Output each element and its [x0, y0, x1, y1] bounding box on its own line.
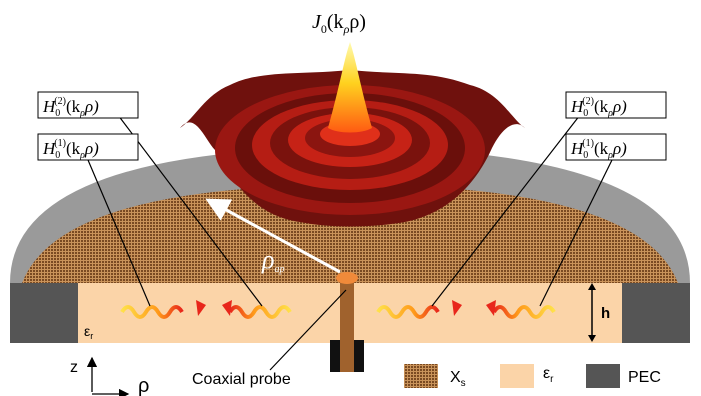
legend-label-substrate: εr — [543, 365, 554, 385]
wave-outgoing-right — [376, 300, 462, 319]
svg-text:H0(2)(kρρ): H0(2)(kρρ) — [570, 96, 627, 119]
legend-label-pec: PEC — [628, 369, 661, 386]
bessel-label: J0(kρρ) — [312, 11, 366, 36]
metasurface-dome — [22, 185, 678, 283]
wave-incoming-right — [486, 300, 556, 319]
legend-swatch-metasurface — [404, 364, 438, 388]
leader-lines — [87, 114, 613, 371]
hankel-label-right-2: H0(2)(kρρ) — [565, 91, 667, 119]
svg-text:H0(2)(kρρ): H0(2)(kρρ) — [42, 96, 99, 119]
wave-outgoing-left — [120, 300, 206, 319]
substrate-label: εr — [84, 323, 93, 341]
hankel-label-right-1: H0(1)(kρρ) — [565, 133, 667, 161]
coordinate-axes: z ρ — [70, 356, 149, 396]
bessel-field-surface — [180, 42, 525, 227]
legend: Xs εr PEC — [404, 364, 661, 389]
svg-text:H0(1)(kρρ): H0(1)(kρρ) — [42, 138, 99, 161]
legend-swatch-substrate — [500, 364, 534, 388]
rho-axis-label: ρ — [138, 375, 149, 396]
hankel-label-left-2: H0(2)(kρρ) — [37, 91, 139, 119]
probe-label: Coaxial probe — [192, 371, 291, 388]
svg-text:H0(1)(kρρ): H0(1)(kρρ) — [570, 138, 627, 161]
wave-incoming-left — [222, 300, 292, 319]
height-label: h — [601, 305, 610, 322]
coaxial-probe — [330, 272, 364, 372]
legend-swatch-pec — [586, 364, 620, 388]
hankel-label-left-1: H0(1)(kρρ) — [37, 133, 139, 161]
radius-arrow — [205, 198, 341, 274]
radius-label: ρap — [261, 245, 284, 275]
legend-label-metasurface: Xs — [450, 369, 466, 389]
pec-wall-right — [622, 283, 690, 343]
z-axis-label: z — [70, 359, 78, 376]
bessel-peak — [328, 42, 372, 133]
pec-wall-left — [10, 283, 78, 343]
